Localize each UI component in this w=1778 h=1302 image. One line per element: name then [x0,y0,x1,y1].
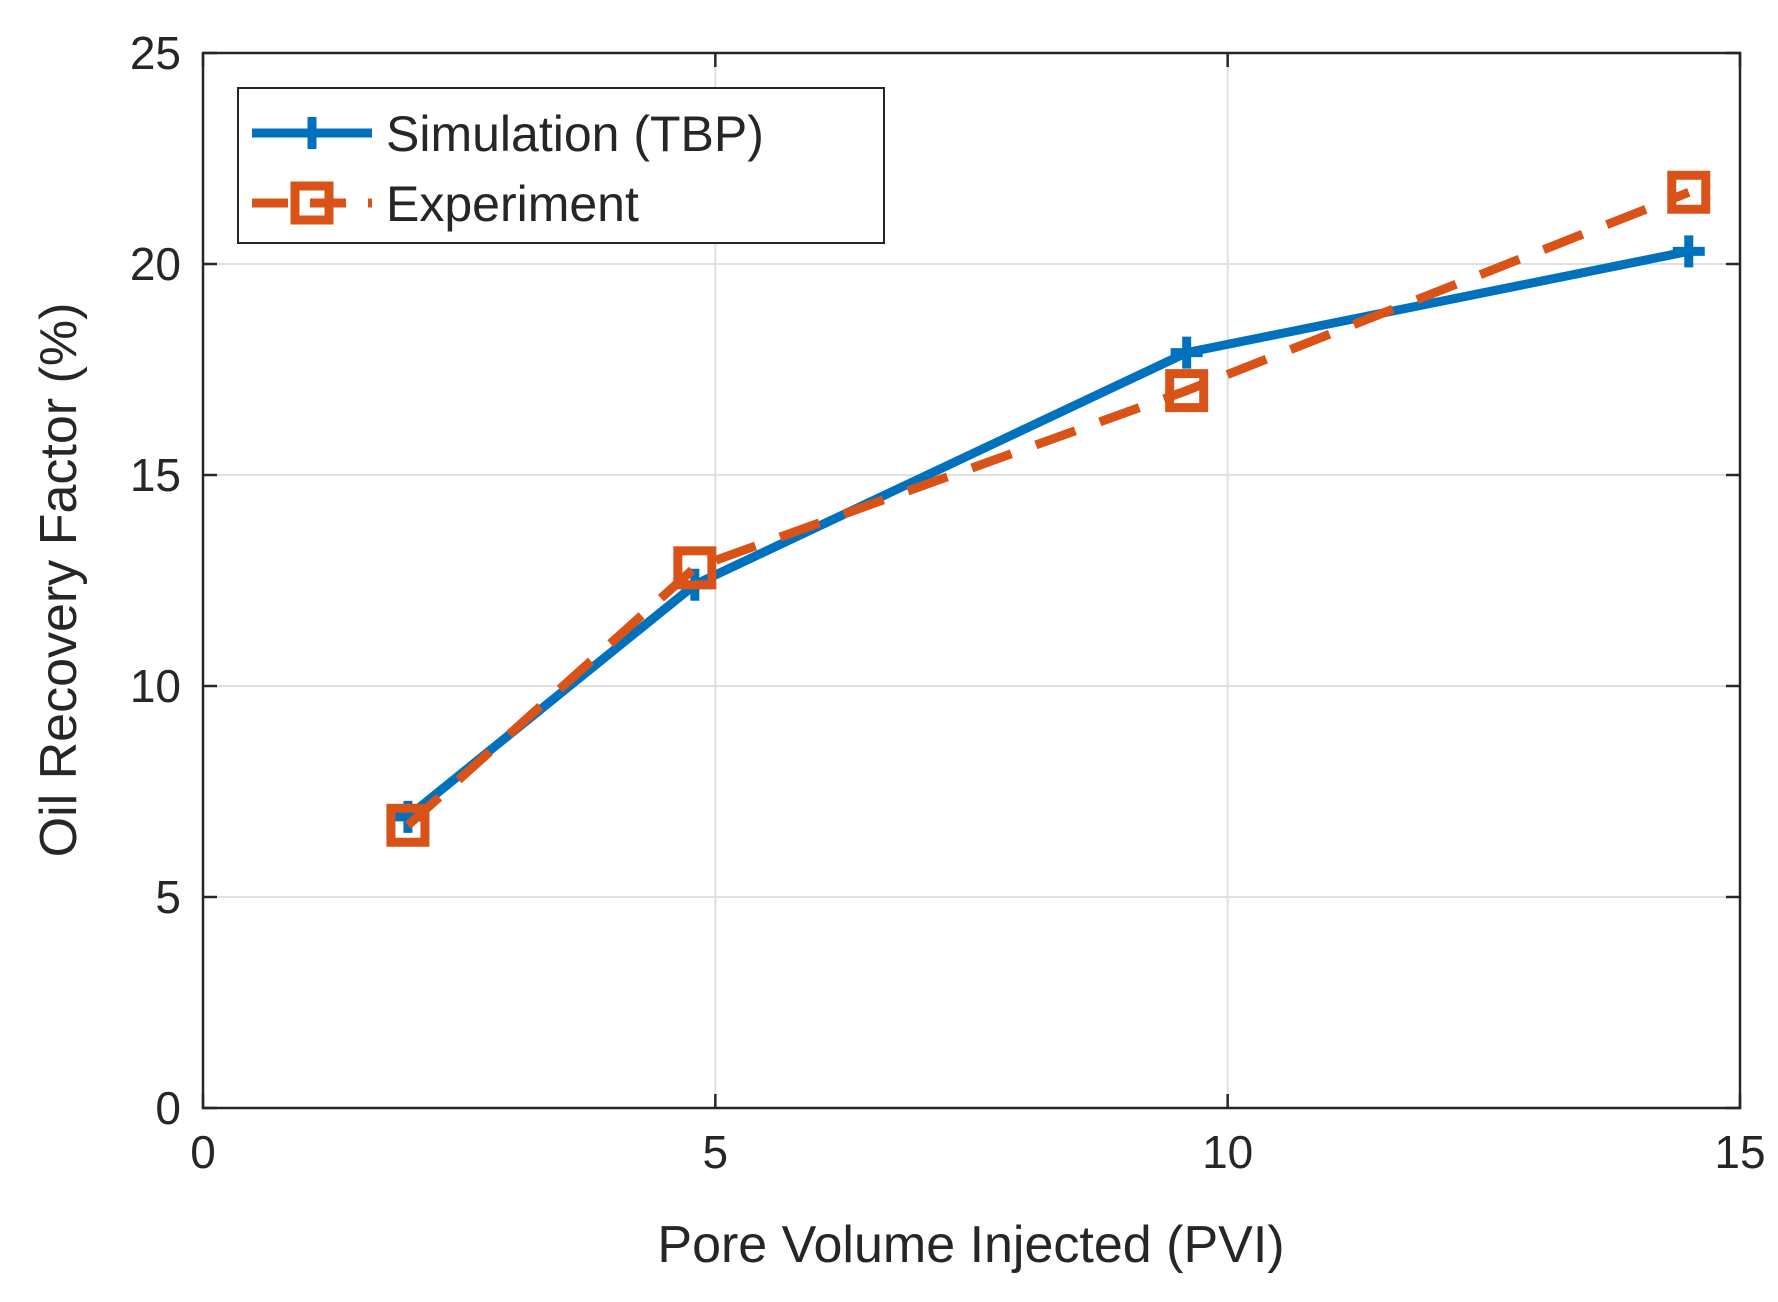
data-point-square-marker [1165,369,1209,413]
x-axis-title: Pore Volume Injected (PVI) [657,1216,1284,1274]
axis-ticks [201,51,1742,1110]
x-tick-label: 5 [703,1126,729,1178]
data-point-square-marker [290,181,334,225]
data-point-square-marker [673,546,717,590]
legend-label-experiment: Experiment [386,176,639,232]
data-point-square-marker [1667,170,1711,214]
x-tick-label: 15 [1714,1126,1765,1178]
series-line-experiment [404,188,1691,829]
tick-labels: 0 5 10 15 0 5 10 15 20 25 [130,27,1766,1178]
y-tick-label: 25 [130,27,181,79]
legend-box [237,87,885,244]
data-point-square-marker [386,803,430,847]
x-tick-label: 10 [1202,1126,1253,1178]
series-line-simulation-tbp [405,246,1690,821]
series-layer [386,170,1711,847]
legend-label-simulation-tbp: Simulation (TBP) [386,106,764,162]
legend: Simulation (TBP) Experiment [237,87,885,244]
x-tick-label: 0 [190,1126,216,1178]
y-tick-label: 15 [130,449,181,501]
y-tick-label: 20 [130,238,181,290]
y-tick-label: 10 [130,660,181,712]
plot-frame [201,51,1742,1110]
y-tick-label: 5 [155,871,181,923]
y-axis-title: Oil Recovery Factor (%) [30,303,88,858]
y-tick-label: 0 [155,1082,181,1134]
